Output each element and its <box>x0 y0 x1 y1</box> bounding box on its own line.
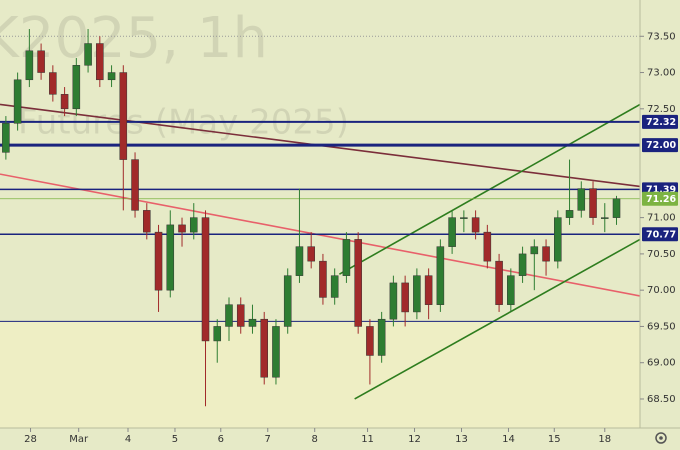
settings-icon[interactable] <box>655 432 667 444</box>
candle-body <box>483 231 492 262</box>
candle-body <box>389 282 398 320</box>
candle-body <box>612 198 621 218</box>
candle-body <box>413 275 421 313</box>
candle-body <box>495 260 503 305</box>
gear-center[interactable] <box>659 436 663 440</box>
candle-body <box>283 275 292 327</box>
y-tick-label: 70.50 <box>647 249 676 260</box>
y-tick-label: 71.00 <box>647 213 676 224</box>
candle-body <box>354 239 362 327</box>
candle-body <box>330 275 339 298</box>
level-label: 71.26 <box>646 194 676 205</box>
x-tick-label: 8 <box>312 434 318 445</box>
x-tick-label: 5 <box>172 434 178 445</box>
x-tick-label: 11 <box>361 434 374 445</box>
candle-body <box>25 50 34 81</box>
candle-body <box>471 217 480 233</box>
candle-body <box>236 304 245 327</box>
candle-body <box>424 275 433 305</box>
candle-body <box>554 217 562 262</box>
candle-body <box>260 318 268 378</box>
x-tick-label: 13 <box>455 434 468 445</box>
candle-body <box>272 326 280 378</box>
candle-body <box>448 217 456 247</box>
level-label: 72.32 <box>646 117 676 128</box>
candle-body <box>248 318 257 327</box>
candle-body <box>589 188 597 218</box>
candle-body <box>577 188 586 211</box>
candle-body <box>436 246 445 305</box>
x-tick-label: Mar <box>69 434 89 445</box>
plot-area: K2025, 1hFutures (May 2025) <box>0 6 641 428</box>
x-tick-label: 18 <box>598 434 611 445</box>
candle-body <box>307 246 315 262</box>
candle-body <box>131 159 139 211</box>
level-label-box <box>642 114 678 129</box>
candle-body <box>518 253 527 276</box>
candle-body <box>342 239 351 276</box>
candle-body <box>37 50 45 73</box>
trendline <box>354 238 641 400</box>
candle-body <box>154 231 163 291</box>
candle-body <box>542 246 550 262</box>
gear[interactable] <box>655 432 667 444</box>
lower-zone <box>0 321 640 428</box>
candle-body <box>166 224 175 291</box>
y-tick-label: 69.50 <box>647 321 676 332</box>
y-tick-label: 72.50 <box>647 104 676 115</box>
y-tick-label: 70.00 <box>647 285 676 296</box>
y-tick-label: 69.00 <box>647 358 676 369</box>
level-label: 71.39 <box>646 184 676 195</box>
x-tick-label: 7 <box>265 434 271 445</box>
candle-body <box>530 246 539 255</box>
candle-body <box>178 224 186 233</box>
level-label: 72.00 <box>646 140 676 151</box>
candle-body <box>49 72 57 95</box>
candle-body <box>225 304 233 327</box>
level-label: 70.77 <box>646 229 676 240</box>
candle-body <box>295 246 304 276</box>
candle-body <box>401 282 409 313</box>
candle-body <box>143 210 151 233</box>
x-tick-label: 28 <box>24 434 37 445</box>
candle-body <box>377 318 386 356</box>
candle-body <box>84 43 92 66</box>
candle-body <box>213 326 222 342</box>
candle-body <box>72 65 81 110</box>
level-label-box <box>642 227 678 242</box>
candle-body <box>189 217 198 233</box>
candle-body <box>96 43 104 81</box>
candle-body <box>60 94 69 110</box>
x-tick-label: 6 <box>218 434 224 445</box>
candle-body <box>507 275 515 305</box>
y-tick-label: 73.50 <box>647 31 676 42</box>
candle-body <box>119 72 128 160</box>
y-tick-label: 68.50 <box>647 394 676 405</box>
candle-body <box>201 217 210 342</box>
y-tick-label: 73.00 <box>647 68 676 79</box>
candle-body <box>460 217 468 219</box>
candle-body <box>366 326 374 356</box>
candle-body <box>107 72 116 81</box>
candle-body <box>13 79 22 124</box>
x-tick-label: 15 <box>548 434 561 445</box>
candle-body <box>565 210 574 218</box>
candle-body <box>2 123 10 153</box>
x-tick-label: 4 <box>125 434 131 445</box>
candle-body <box>600 217 609 219</box>
level-label-box <box>642 138 678 153</box>
candle-body <box>319 260 327 298</box>
level-label-box <box>642 191 678 206</box>
x-tick-label: 14 <box>502 434 515 445</box>
x-tick-label: 12 <box>408 434 421 445</box>
